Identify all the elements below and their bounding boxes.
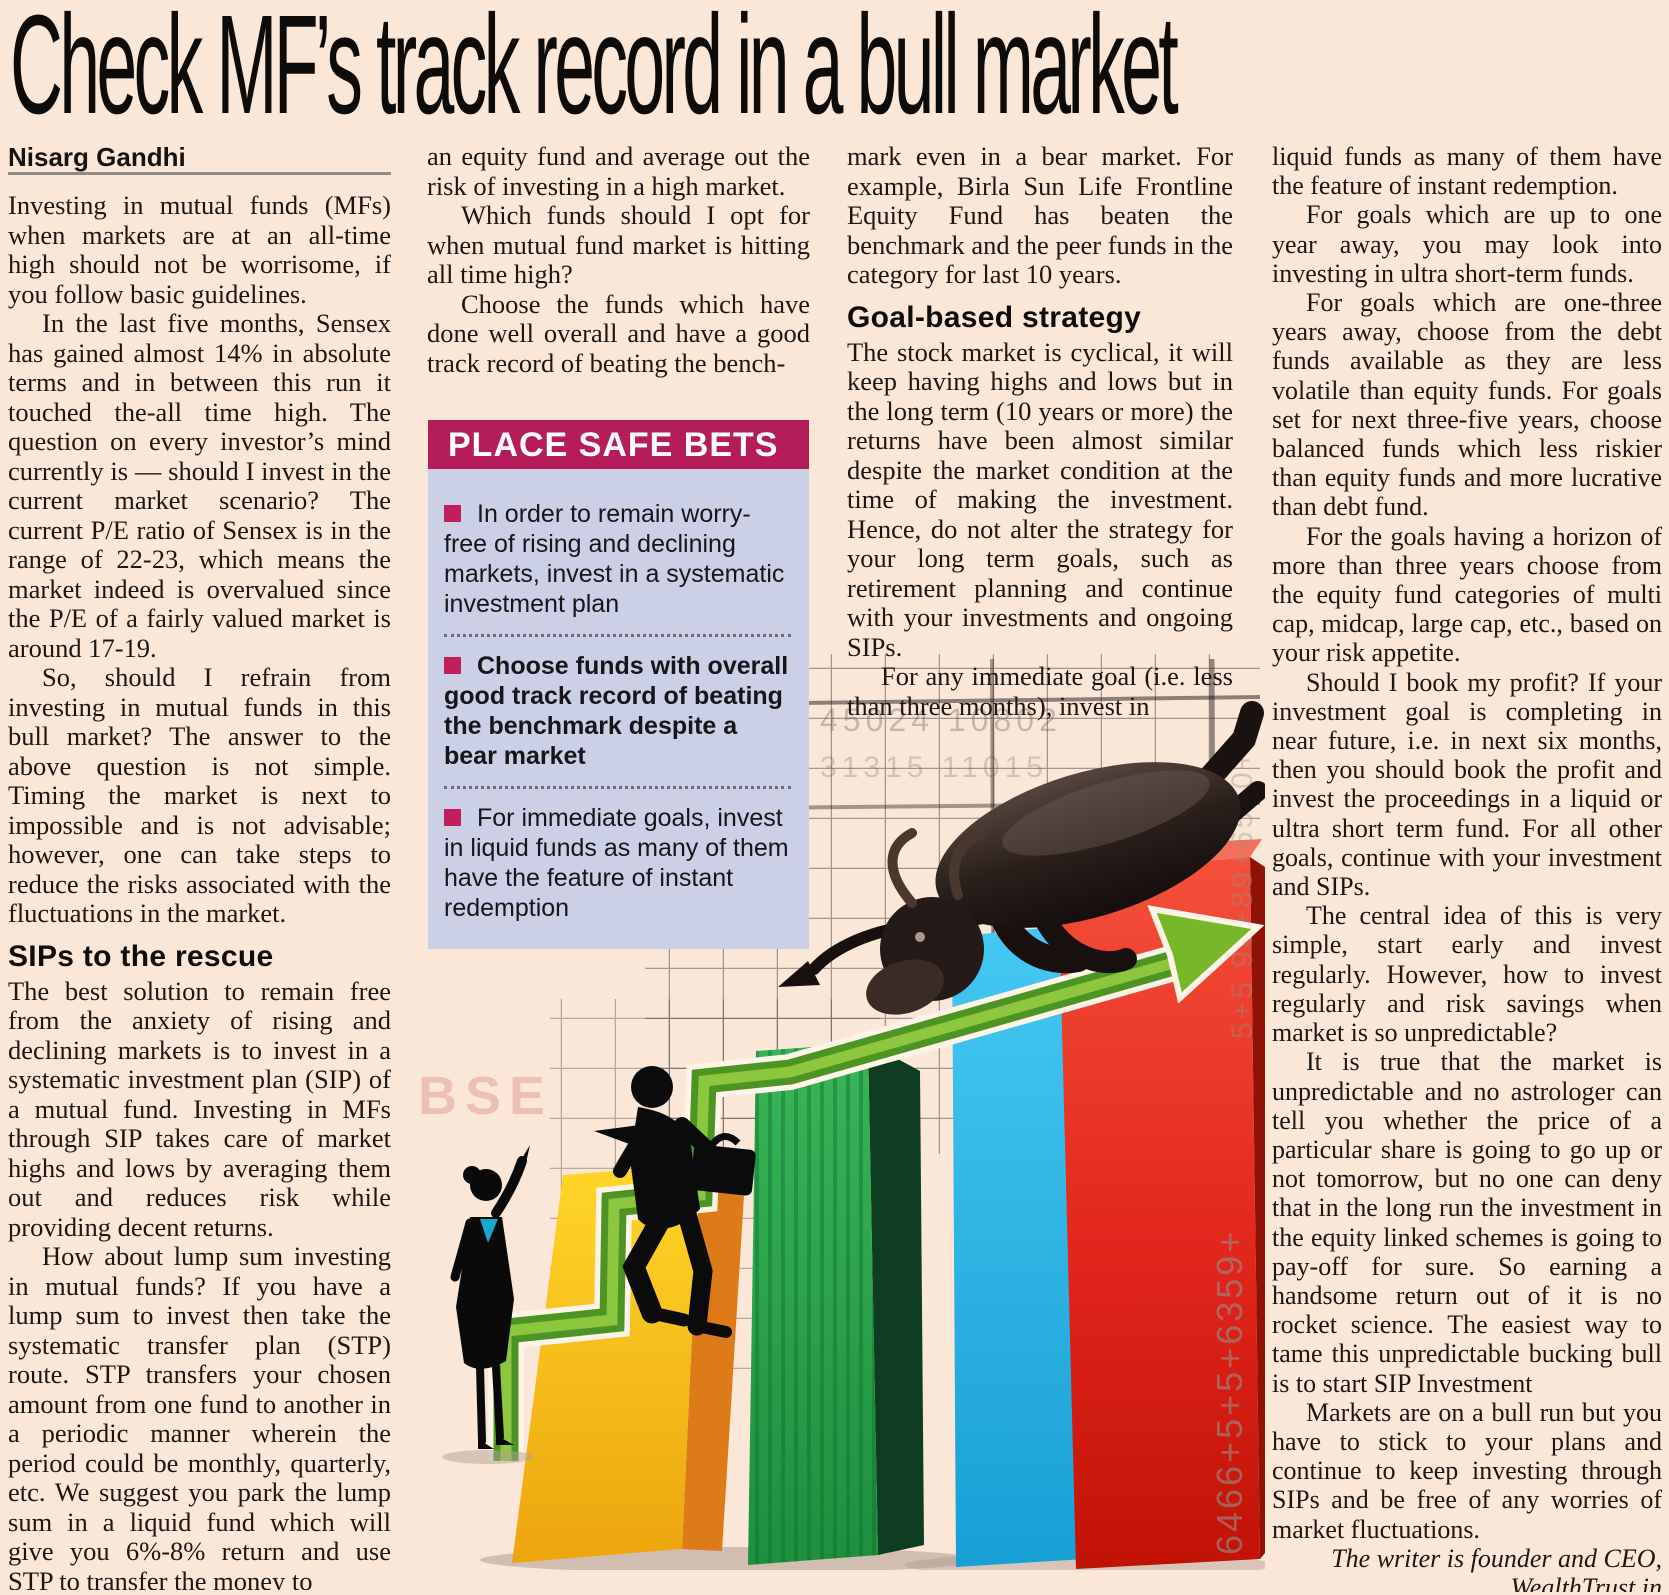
dotted-divider [444, 786, 791, 789]
bull-front-leg [1033, 906, 1137, 974]
bullet-square-icon [444, 657, 461, 674]
businesswoman-leg [476, 1363, 486, 1445]
section-heading-goal: Goal-based strategy [847, 300, 1142, 334]
dotted-divider [444, 634, 791, 637]
businessman-foot [645, 1306, 691, 1327]
briefcase-handle [709, 1133, 741, 1148]
businesswoman-arm [450, 1218, 475, 1282]
bull-eye [915, 932, 925, 942]
page-title-text: Check MF’s track record in a bull market [10, 0, 1179, 143]
businesswoman-leg [492, 1363, 504, 1441]
paragraph: For goals which are up to one year away,… [1272, 200, 1662, 288]
bull-body-highlight [1002, 770, 1210, 856]
paragraph: It is true that the market is unpredicta… [1272, 1047, 1662, 1398]
bull-horn [949, 828, 987, 900]
article-column-4: liquid funds as many of them have the fe… [1272, 142, 1662, 1592]
businessman-head [631, 1066, 673, 1108]
bullet-square-icon [444, 809, 461, 826]
paragraph: For goals which are one-three years away… [1272, 288, 1662, 522]
writer-credit: The writer is founder and CEO, WealthTru… [1331, 1543, 1662, 1592]
paragraph: The stock market is cyclical, it will ke… [847, 336, 1233, 662]
article-column-3: mark even in a bear market. For example,… [847, 142, 1233, 782]
blur-numbers: 31315 11015 [820, 751, 1048, 784]
paragraph: an equity fund and average out the risk … [427, 142, 810, 201]
businesswoman-hair [463, 1166, 481, 1184]
callout-header: PLACE SAFE BETS [428, 420, 809, 469]
bull-illustration [778, 701, 1265, 1015]
businesswoman-silhouette [442, 1145, 534, 1464]
paragraph: Markets are on a bull run but you have t… [1272, 1397, 1662, 1544]
paragraph: Should I book my profit? If your investm… [1272, 667, 1662, 902]
briefcase [690, 1144, 756, 1196]
paragraph: For any immediate goal (i.e. less than t… [847, 661, 1233, 721]
page-title: Check MF’s track record in a bull market [10, 0, 1669, 135]
bull-tail-tip [778, 961, 820, 987]
callout-bullet-1-text: In order to remain worry-free of rising … [444, 500, 785, 618]
paragraph: mark even in a bear market. For example,… [847, 142, 1233, 289]
arrow-head [1147, 905, 1265, 1004]
article-column-2: an equity fund and average out the risk … [427, 142, 810, 422]
callout-bullet-3-text: For immediate goals, invest in liquid fu… [444, 804, 789, 922]
callout-bullet-2: Choose funds with overall good track rec… [444, 651, 791, 771]
businessman-leg [622, 1206, 673, 1324]
paragraph: The central idea of this is very simple,… [1272, 901, 1662, 1048]
bse-watermark: BSE [418, 1066, 553, 1126]
paragraph: How about lump sum investing in mutual f… [8, 1241, 391, 1590]
paragraph: Which funds should I opt for when mutual… [427, 200, 810, 289]
businesswoman-shoe [478, 1439, 494, 1449]
businesswoman-pointing-hand [518, 1145, 530, 1167]
paragraph: The best solution to remain free from th… [8, 975, 391, 1242]
callout-bullet-3: For immediate goals, invest in liquid fu… [444, 803, 791, 923]
paragraph: In the last five months, Sensex has gain… [8, 308, 391, 663]
callout-bullet-2-text: Choose funds with overall good track rec… [444, 652, 789, 770]
place-safe-bets-box: PLACE SAFE BETS In order to remain worry… [428, 420, 809, 949]
businessman-silhouette [594, 1066, 756, 1338]
section-heading-sips: SIPs to the rescue [8, 939, 274, 973]
callout-body: In order to remain worry-free of rising … [428, 469, 809, 949]
market-illustration: 45024 10802 31315 11015 BSE 6466+5+5+635… [400, 618, 1265, 1570]
businesswoman-dress [456, 1217, 514, 1369]
article-column-1: Nisarg Gandhi Investing in mutual funds … [8, 142, 391, 1590]
paragraph: So, should I refrain from investing in m… [8, 662, 391, 928]
bar-chart-green-bar [748, 1043, 924, 1565]
bull-market-graphic: 45024 10802 31315 11015 BSE 6466+5+5+635… [418, 654, 1265, 1570]
byline-rule [8, 172, 391, 175]
bull-body [935, 762, 1241, 928]
vertical-numbers-lower: 6466+5+5+6359+ [1209, 1229, 1250, 1555]
watermark-numbers: 45024 10802 31315 11015 BSE [418, 702, 1062, 1126]
paragraph: Choose the funds which have done well ov… [427, 288, 810, 378]
bull-snout [866, 959, 944, 1015]
businesswoman-collar [480, 1219, 498, 1243]
paragraph: Investing in mutual funds (MFs) when mar… [8, 190, 391, 309]
businessman-arm [613, 1120, 653, 1178]
businessman-foot [691, 1320, 732, 1338]
businessman-tie [594, 1125, 640, 1145]
businesswoman-shoe [496, 1435, 514, 1445]
callout-bullet-1: In order to remain worry-free of rising … [444, 499, 791, 619]
paragraph: For the goals having a horizon of more t… [1272, 521, 1662, 668]
byline: Nisarg Gandhi [8, 142, 186, 172]
businessman-leg [676, 1201, 713, 1336]
bull-horn [887, 828, 917, 908]
blur-numbers: 45024 10802 [820, 702, 1062, 738]
paragraph: liquid funds as many of them have the fe… [1272, 142, 1662, 201]
businesswoman-shadow [442, 1450, 534, 1464]
bullet-square-icon [444, 505, 461, 522]
